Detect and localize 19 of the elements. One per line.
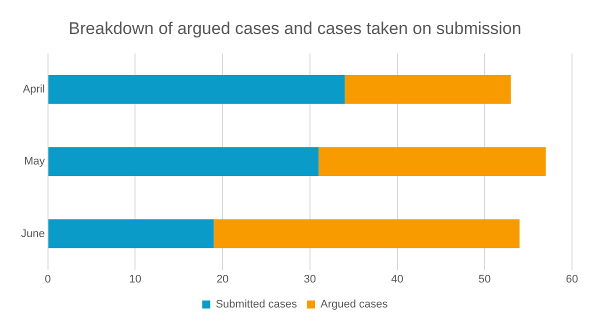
legend-label: Argued cases bbox=[320, 298, 388, 311]
chart-title: Breakdown of argued cases and cases taken on submission bbox=[68, 18, 522, 38]
bar bbox=[318, 147, 546, 176]
legend-label: Submitted cases bbox=[216, 298, 298, 311]
x-tick-label: 10 bbox=[129, 273, 142, 286]
x-tick-label: 50 bbox=[478, 273, 491, 286]
bar bbox=[214, 219, 520, 248]
bar bbox=[48, 75, 345, 104]
bar bbox=[48, 219, 214, 248]
y-tick-label: April bbox=[22, 84, 45, 96]
x-tick-label: 60 bbox=[566, 273, 578, 286]
x-tick-label: 40 bbox=[391, 273, 404, 286]
y-tick-label: May bbox=[24, 156, 46, 168]
y-tick-label: June bbox=[20, 228, 45, 240]
bar bbox=[48, 147, 319, 176]
x-tick-label: 0 bbox=[44, 273, 51, 286]
x-tick-label: 20 bbox=[216, 273, 229, 286]
x-tick-label: 30 bbox=[304, 273, 316, 286]
bar bbox=[344, 75, 511, 104]
